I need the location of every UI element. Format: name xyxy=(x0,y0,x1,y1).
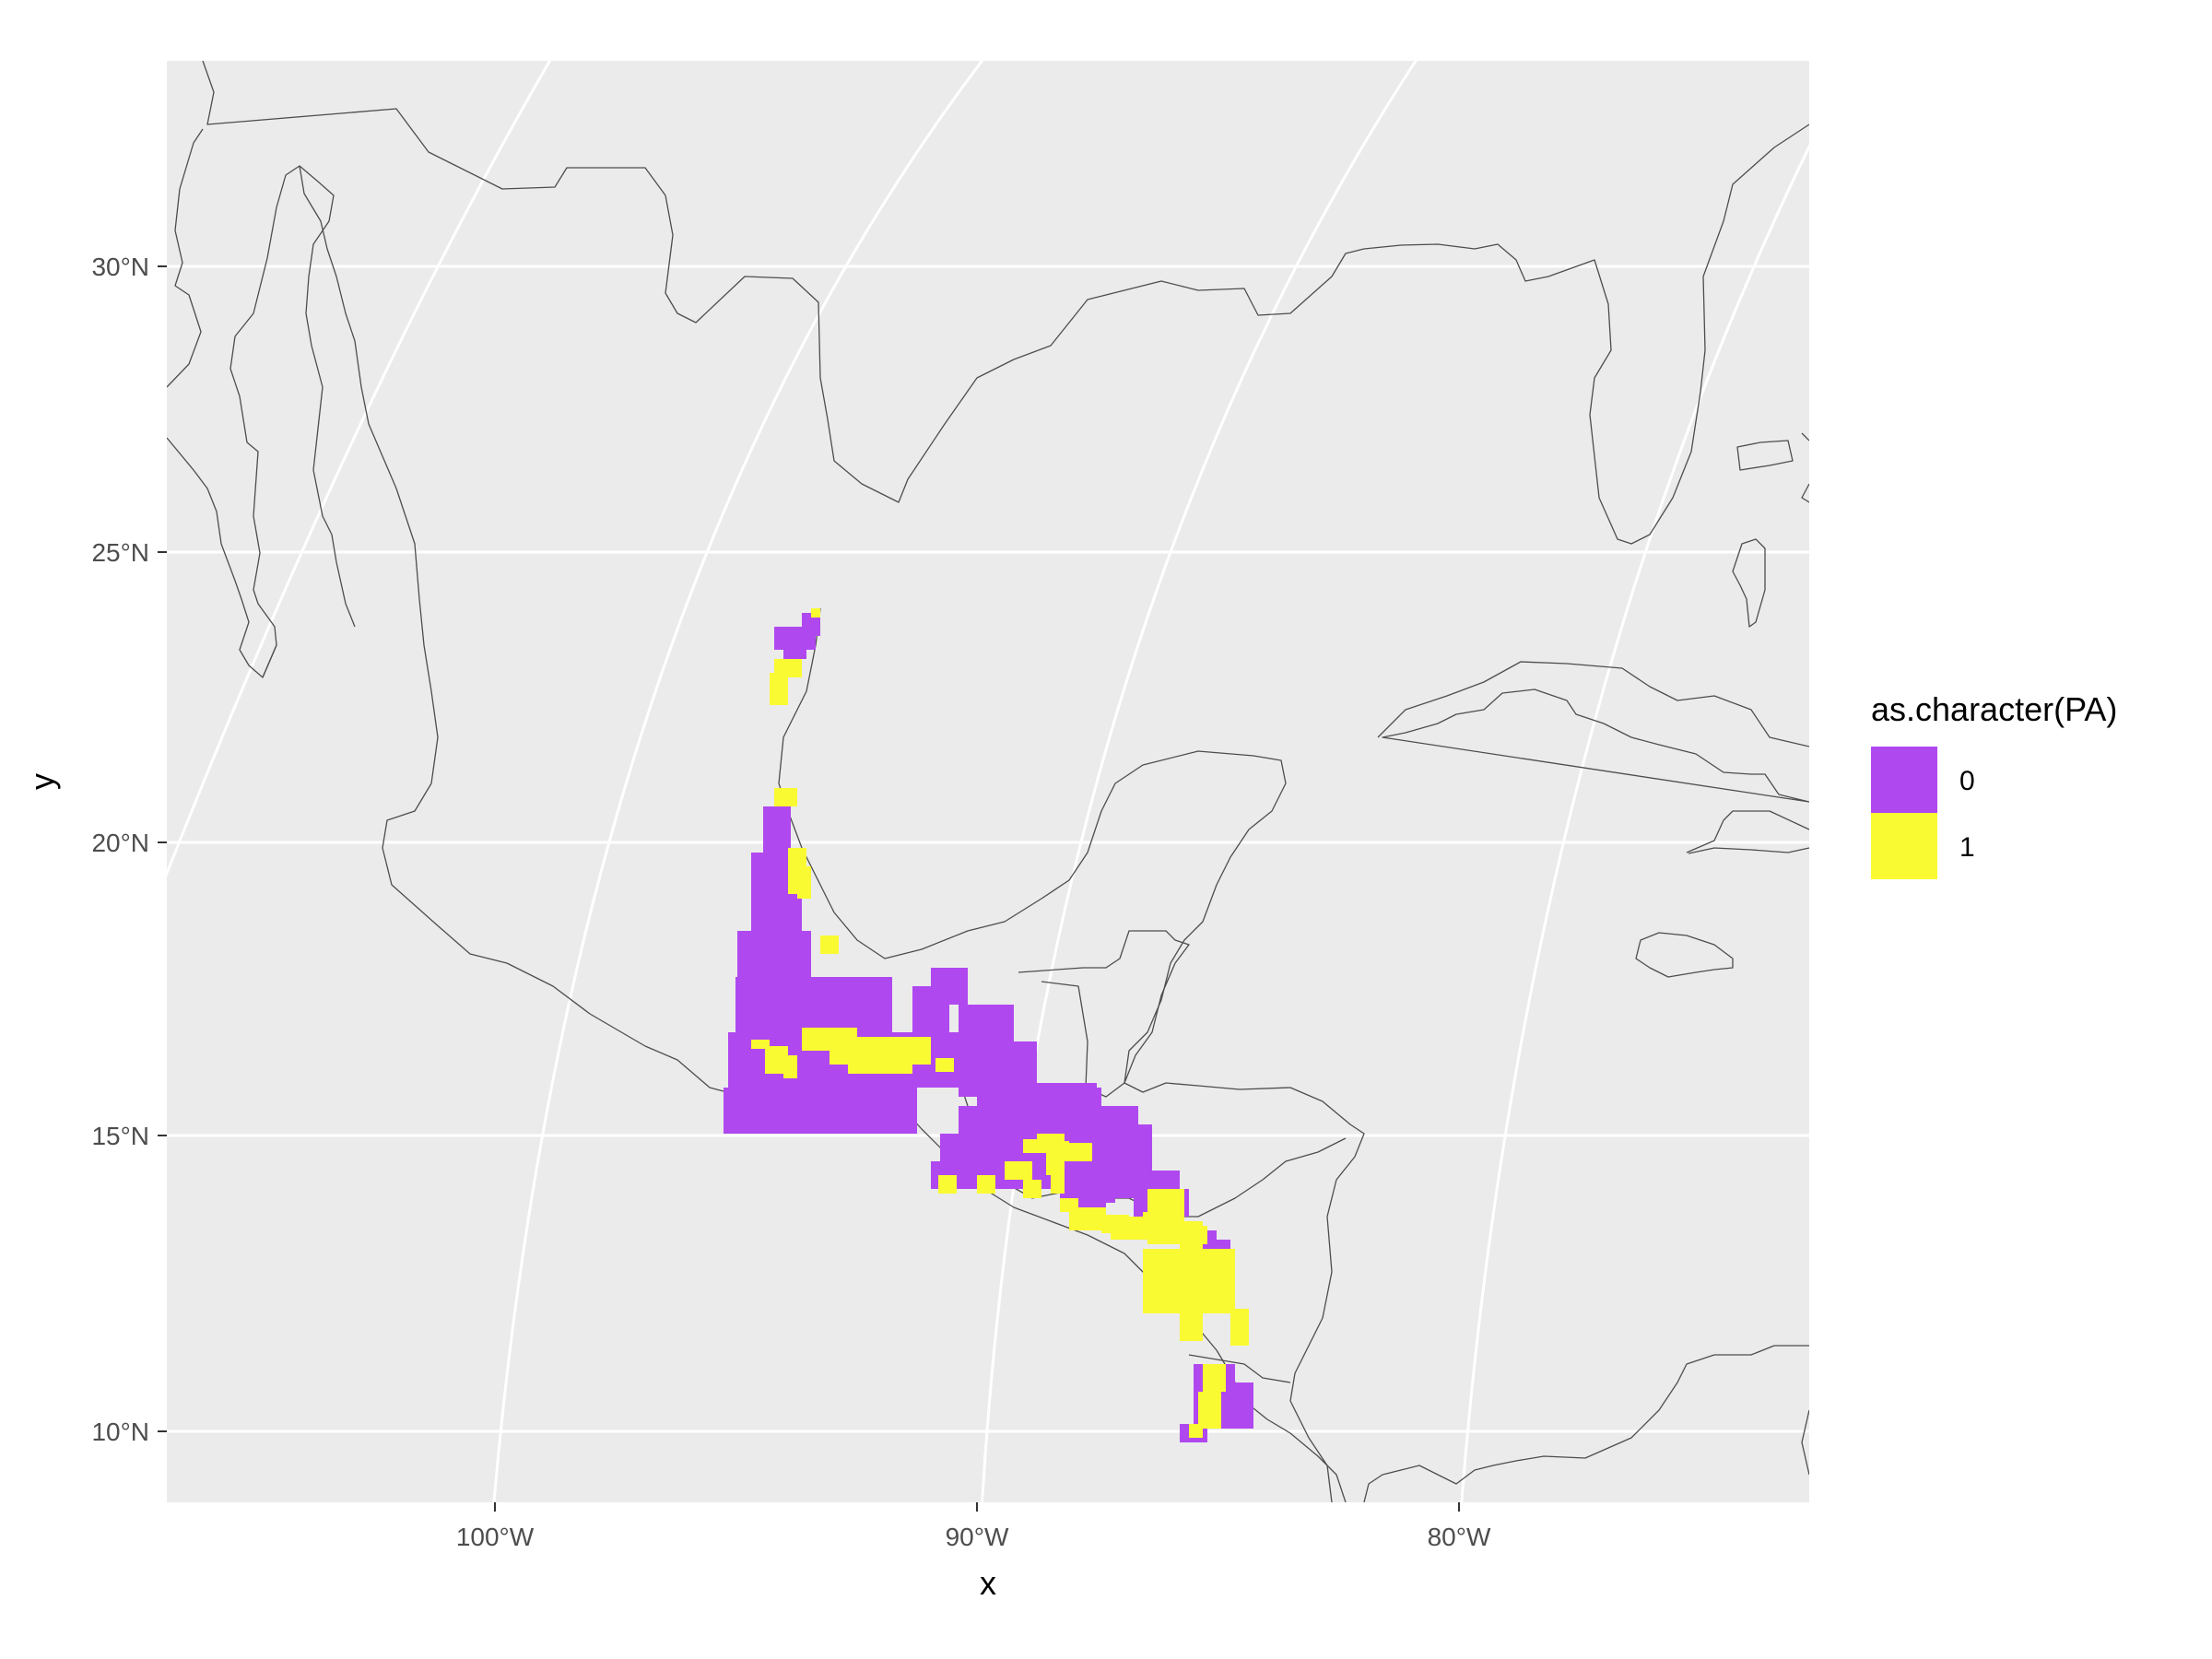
presence-cell xyxy=(848,1051,912,1074)
x-tick-label: 90°W xyxy=(946,1523,1009,1551)
presence-cell xyxy=(977,1175,995,1194)
x-tick-label: 100°W xyxy=(456,1523,535,1551)
presence-cell xyxy=(885,1037,908,1046)
presence-cell xyxy=(1230,1309,1249,1346)
presence-cell xyxy=(1198,1392,1221,1429)
presence-cell xyxy=(1152,1290,1198,1309)
presence-cell xyxy=(1051,1166,1065,1194)
presence-cell xyxy=(1189,1424,1203,1438)
legend-label-0: 0 xyxy=(1959,766,1975,796)
x-axis: 100°W 90°W 80°W x xyxy=(456,1502,1491,1602)
absence-cell xyxy=(1060,1161,1115,1203)
absence-cell xyxy=(724,1088,917,1134)
legend-title: as.character(PA) xyxy=(1871,690,2117,728)
presence-cell xyxy=(770,673,788,705)
legend: as.character(PA) 0 1 xyxy=(1871,690,2117,879)
panel-background xyxy=(167,61,1809,1502)
legend-key-1 xyxy=(1871,813,1937,879)
presence-cell xyxy=(935,1058,954,1072)
presence-cell xyxy=(1203,1364,1226,1392)
absence-cell xyxy=(737,931,811,982)
presence-cell xyxy=(820,935,839,954)
presence-cell xyxy=(783,1055,797,1078)
presence-cell xyxy=(811,608,820,618)
presence-cell xyxy=(1180,1309,1203,1341)
presence-cell xyxy=(1171,1226,1207,1244)
y-axis: 30°N 25°N 20°N 15°N 10°N y xyxy=(23,253,167,1446)
presence-cell xyxy=(1065,1143,1092,1161)
presence-cell xyxy=(797,866,811,899)
presence-cell xyxy=(1005,1161,1032,1180)
absence-cell xyxy=(763,806,791,853)
x-tick-label: 80°W xyxy=(1428,1523,1491,1551)
absence-cell xyxy=(783,650,806,659)
absence-cell xyxy=(931,968,968,1005)
y-tick-label: 30°N xyxy=(91,253,149,281)
legend-label-1: 1 xyxy=(1959,832,1975,863)
y-tick-label: 10°N xyxy=(91,1418,149,1446)
presence-cell xyxy=(1037,1134,1065,1152)
legend-key-0 xyxy=(1871,747,1937,813)
presence-cell xyxy=(938,1175,957,1194)
y-tick-label: 20°N xyxy=(91,829,149,857)
presence-cell xyxy=(774,788,797,806)
absence-cell xyxy=(774,627,816,650)
x-axis-title: x xyxy=(980,1564,996,1602)
presence-cell xyxy=(1023,1180,1041,1198)
y-tick-label: 15°N xyxy=(91,1122,149,1150)
absence-cell xyxy=(735,977,892,1032)
y-axis-title: y xyxy=(23,773,61,790)
y-tick-label: 25°N xyxy=(91,538,149,567)
presence-cell xyxy=(1069,1207,1106,1230)
